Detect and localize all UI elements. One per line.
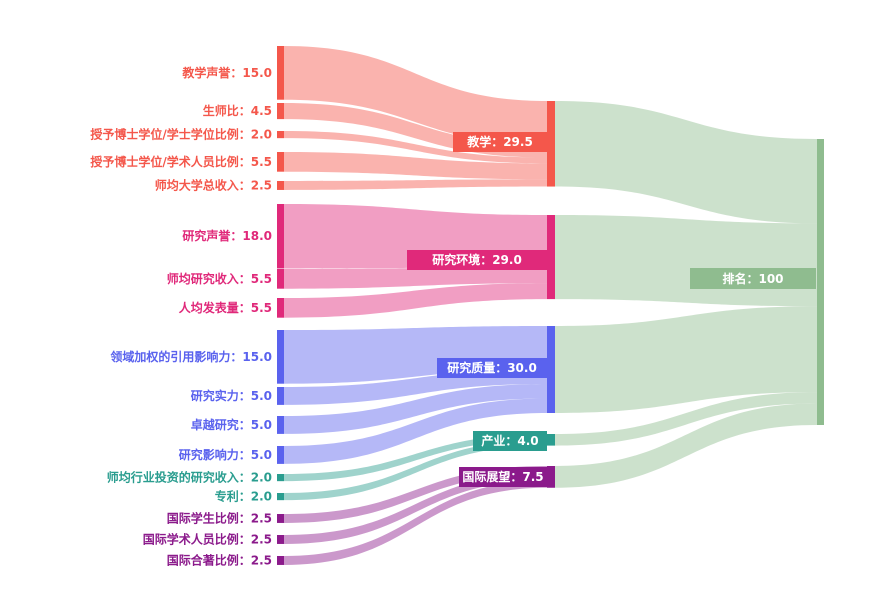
leaf-node [277, 46, 284, 100]
leaf-node [277, 416, 284, 434]
root-label-box [690, 268, 816, 289]
group-node-research_env [547, 215, 555, 300]
leaf-node [277, 269, 284, 289]
leaf-node [277, 330, 284, 384]
link-leaf-6 [284, 267, 547, 289]
leaf-label: 领域加权的引用影响力：15.0 [110, 349, 272, 364]
labels: 教学声誉：15.0 生师比：4.5 授予博士学位/学士学位比例：2.0 授予博士学位/… [90, 65, 816, 567]
link-leaf-14 [284, 466, 547, 523]
link-leaf-13 [284, 439, 547, 501]
link-teaching-to-root [555, 101, 817, 224]
leaf-node [277, 474, 284, 482]
leaf-node [277, 131, 284, 139]
leaf-label: 国际学生比例：2.5 [167, 510, 272, 525]
root-label: 排名：100 [722, 271, 783, 286]
leaf-label: 教学声誉：15.0 [181, 65, 272, 80]
link-research_env-to-root [555, 215, 817, 307]
link-international-to-root [555, 403, 817, 488]
link-leaf-4 [284, 179, 547, 190]
leaf-label: 师均研究收入：5.5 [167, 271, 272, 286]
leaf-label: 卓越研究：5.0 [191, 417, 272, 432]
leaf-node [277, 556, 284, 565]
group-label-teaching: 教学：29.5 [466, 134, 533, 149]
group-node-international [547, 466, 555, 488]
leaf-node [277, 204, 284, 269]
leaf-node [277, 446, 284, 464]
link-research_quality-to-root [555, 306, 817, 413]
leaf-label: 师均大学总收入：2.5 [155, 177, 272, 192]
leaf-label: 生师比：4.5 [203, 103, 272, 118]
link-leaf-3 [284, 152, 547, 180]
root-node [817, 139, 824, 425]
link-leaf-11 [284, 398, 547, 464]
group-label-box [407, 250, 547, 270]
link-leaf-0 [284, 46, 547, 145]
leaf-label: 师均行业投资的研究收入：2.0 [107, 470, 272, 485]
leaf-label: 研究声誉：18.0 [182, 228, 272, 243]
leaf-label: 授予博士学位/学士学位比例：2.0 [90, 127, 272, 142]
leaf-node [277, 298, 284, 318]
link-leaf-2 [284, 131, 547, 164]
group-label-box [459, 467, 547, 487]
root-links [555, 101, 817, 488]
group-label-box [437, 358, 547, 378]
leaf-node [277, 514, 284, 523]
link-leaf-12 [284, 434, 547, 482]
leaf-node [277, 181, 284, 190]
leaf-node [277, 152, 284, 172]
leaf-node [277, 493, 284, 501]
leaf-node [277, 387, 284, 405]
link-leaf-15 [284, 473, 547, 544]
leaf-label: 研究实力：5.0 [191, 388, 272, 403]
nodes [277, 46, 824, 565]
leaf-label: 人均发表量：5.5 [179, 300, 272, 315]
link-leaf-10 [284, 384, 547, 434]
leaf-label: 研究影响力：5.0 [179, 447, 272, 462]
leaf-label: 国际学术人员比例：2.5 [143, 531, 272, 546]
group-node-teaching [547, 101, 555, 187]
group-label-box [453, 132, 547, 152]
link-leaf-7 [284, 283, 547, 318]
group-node-research_quality [547, 326, 555, 413]
group-node-industry [547, 434, 555, 446]
leaf-label: 专利：2.0 [215, 489, 272, 504]
leaf-links [284, 46, 547, 565]
group-label-research_env: 研究环境：29.0 [432, 252, 522, 267]
group-label-industry: 产业：4.0 [481, 433, 538, 448]
group-label-research_quality: 研究质量：30.0 [447, 360, 537, 375]
link-industry-to-root [555, 392, 817, 446]
leaf-node [277, 103, 284, 120]
link-leaf-16 [284, 480, 547, 565]
group-label-international: 国际展望：7.5 [462, 469, 543, 484]
leaf-label: 国际合著比例：2.5 [167, 552, 272, 567]
group-label-box [473, 431, 547, 451]
link-leaf-9 [284, 369, 547, 405]
leaf-label: 授予博士学位/学术人员比例：5.5 [90, 154, 272, 169]
leaf-node [277, 535, 284, 544]
